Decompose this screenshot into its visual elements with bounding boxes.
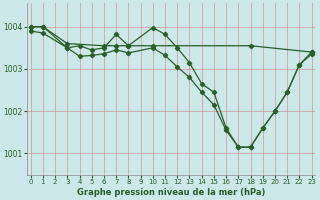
X-axis label: Graphe pression niveau de la mer (hPa): Graphe pression niveau de la mer (hPa) bbox=[77, 188, 265, 197]
